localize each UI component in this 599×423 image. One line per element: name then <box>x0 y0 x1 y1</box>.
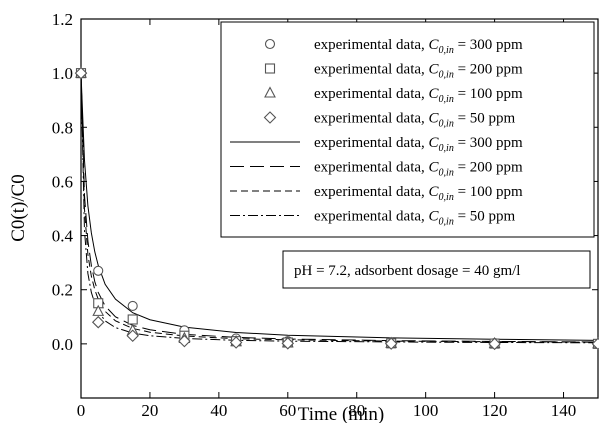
x-tick-label: 100 <box>413 401 439 420</box>
legend-label: experimental data, C0,in = 300 ppm <box>314 37 523 56</box>
plot-frame <box>80 18 599 399</box>
y-axis-title: C0(t)/C0 <box>8 174 29 242</box>
x-axis-title: Time (min) <box>298 404 384 423</box>
y-axis-title-text: C0(t)/C0 <box>8 174 29 242</box>
data-point-circle <box>93 265 104 276</box>
x-tick-label: 20 <box>141 401 158 420</box>
legend-marker-square <box>264 63 276 74</box>
annotation-box-group: pH = 7.2, adsorbent dosage = 40 gm/l <box>282 250 591 289</box>
legend-symbol-square <box>264 63 276 74</box>
x-tick-label: 60 <box>279 401 296 420</box>
legend-label: experimental data, C0,in = 100 ppm <box>314 184 523 203</box>
annotation-box <box>282 250 591 289</box>
legend-label: experimental data, C0,in = 300 ppm <box>314 135 523 154</box>
series-line-long <box>81 73 598 343</box>
data-point-triangle <box>92 304 105 316</box>
axes: 0 20 40 60 80 100 120 140 0.0 0.2 0.4 0.6 0.8 1.0 1.2 <box>52 10 598 420</box>
y-tick-label: 1.0 <box>52 64 73 83</box>
x-tick-label: 0 <box>77 401 86 420</box>
legend-marker-diamond <box>263 111 277 124</box>
legend-symbol-triangle <box>264 86 276 98</box>
annotation-text: pH = 7.2, adsorbent dosage = 40 gm/l <box>294 263 520 279</box>
legend-symbol-diamond <box>263 111 277 124</box>
data-point-diamond <box>488 337 501 351</box>
data-point-diamond <box>229 336 243 349</box>
data-point-diamond <box>178 334 191 348</box>
x-tick-label: 120 <box>482 401 508 420</box>
x-tick-label: 40 <box>210 401 227 420</box>
series-line-solid <box>81 73 598 341</box>
legend-label: experimental data, C0,in = 200 ppm <box>314 62 523 81</box>
legend-box <box>220 21 595 238</box>
legend-label: experimental data, C0,in = 50 ppm <box>314 209 516 228</box>
legend-marker-circle <box>264 38 276 50</box>
x-tick-label: 80 <box>348 401 365 420</box>
data-point-diamond <box>126 329 139 343</box>
legend: experimental data, C0,in = 300 ppm experi… <box>220 21 595 238</box>
legend-marker-triangle <box>264 86 276 98</box>
legend-symbol-circle <box>264 38 276 50</box>
legend-label: experimental data, C0,in = 100 ppm <box>314 86 523 105</box>
x-tick-label: 140 <box>551 401 577 420</box>
data-point-circle <box>127 300 138 312</box>
data-point-diamond <box>281 337 295 350</box>
y-tick-label: 0.6 <box>52 172 73 191</box>
y-tick-label: 0.4 <box>52 227 74 246</box>
data-point-diamond <box>74 66 88 80</box>
data-point-diamond <box>591 337 599 351</box>
series-layer <box>74 66 599 351</box>
y-tick-label: 1.2 <box>52 10 73 29</box>
series-line-dashdot <box>81 73 598 344</box>
y-tick-label: 0.8 <box>52 118 73 137</box>
y-tick-label: 0.0 <box>52 335 73 354</box>
data-point-diamond <box>384 337 398 350</box>
series-line-short <box>81 73 598 343</box>
data-point-square <box>127 314 138 325</box>
y-tick-label: 0.2 <box>52 281 73 300</box>
data-point-diamond <box>91 315 105 329</box>
legend-label: experimental data, C0,in = 200 ppm <box>314 160 523 179</box>
legend-label: experimental data, C0,in = 50 ppm <box>314 111 516 130</box>
